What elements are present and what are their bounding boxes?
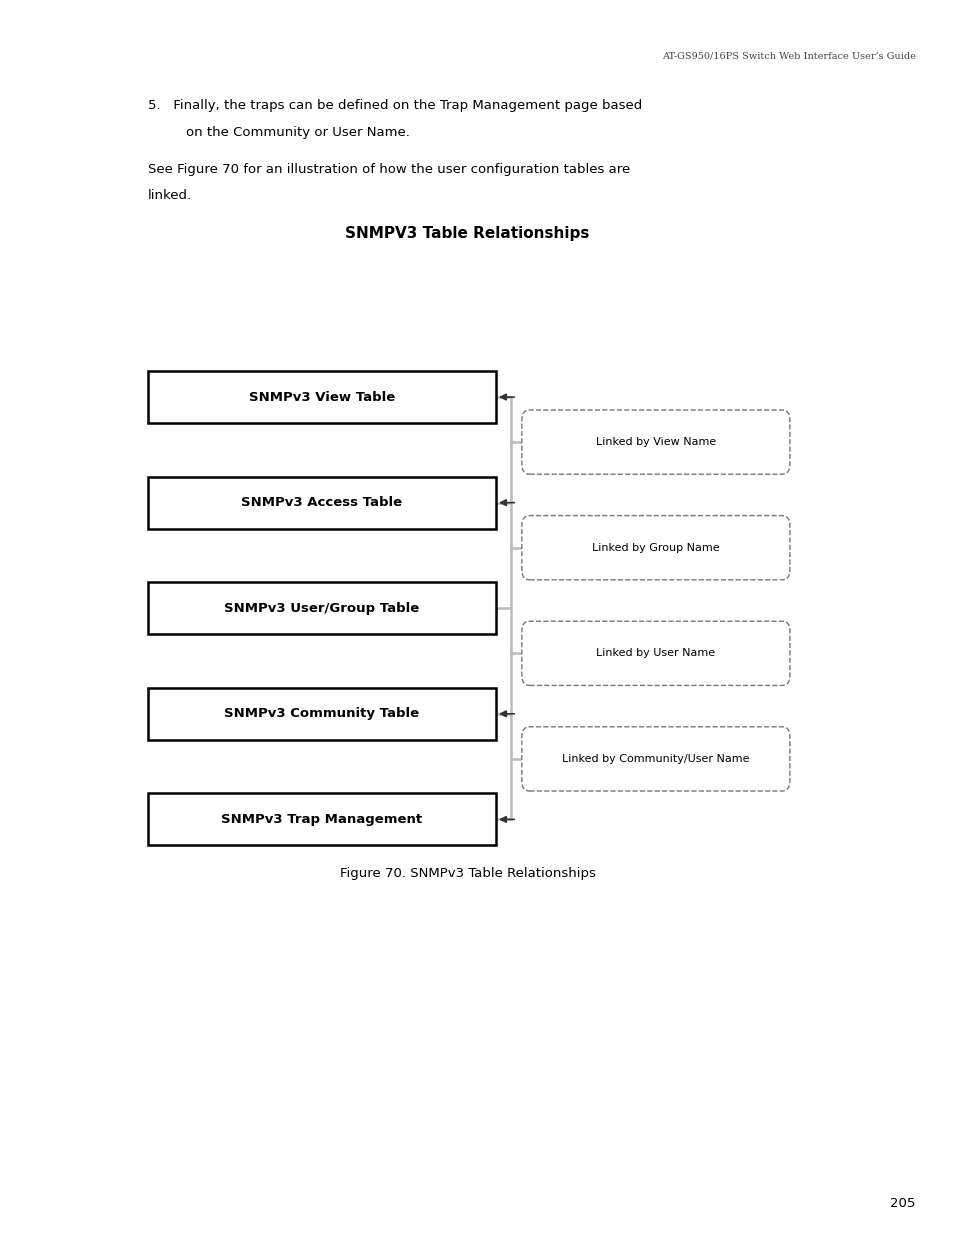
- FancyBboxPatch shape: [148, 477, 496, 529]
- Text: Linked by Group Name: Linked by Group Name: [592, 542, 719, 553]
- Text: 205: 205: [889, 1197, 915, 1210]
- Text: Figure 70. SNMPv3 Table Relationships: Figure 70. SNMPv3 Table Relationships: [339, 867, 595, 881]
- FancyBboxPatch shape: [148, 688, 496, 740]
- FancyBboxPatch shape: [521, 410, 789, 474]
- FancyBboxPatch shape: [521, 621, 789, 685]
- FancyBboxPatch shape: [148, 794, 496, 846]
- Text: See Figure 70 for an illustration of how the user configuration tables are: See Figure 70 for an illustration of how…: [148, 163, 630, 177]
- Text: SNMPv3 View Table: SNMPv3 View Table: [249, 390, 395, 404]
- Text: linked.: linked.: [148, 189, 192, 203]
- FancyBboxPatch shape: [148, 583, 496, 635]
- Text: Linked by User Name: Linked by User Name: [596, 648, 715, 658]
- Text: on the Community or User Name.: on the Community or User Name.: [186, 126, 410, 140]
- FancyBboxPatch shape: [148, 370, 496, 424]
- Text: SNMPV3 Table Relationships: SNMPV3 Table Relationships: [345, 226, 589, 241]
- Text: Linked by View Name: Linked by View Name: [595, 437, 716, 447]
- Text: SNMPv3 Trap Management: SNMPv3 Trap Management: [221, 813, 422, 826]
- Text: SNMPv3 Community Table: SNMPv3 Community Table: [224, 708, 419, 720]
- Text: AT-GS950/16PS Switch Web Interface User’s Guide: AT-GS950/16PS Switch Web Interface User’…: [661, 52, 915, 61]
- Text: SNMPv3 User/Group Table: SNMPv3 User/Group Table: [224, 601, 419, 615]
- Text: SNMPv3 Access Table: SNMPv3 Access Table: [241, 496, 402, 509]
- FancyBboxPatch shape: [521, 516, 789, 580]
- Text: 5.   Finally, the traps can be defined on the Trap Management page based: 5. Finally, the traps can be defined on …: [148, 99, 641, 112]
- Text: Linked by Community/User Name: Linked by Community/User Name: [561, 753, 749, 764]
- FancyBboxPatch shape: [521, 726, 789, 792]
